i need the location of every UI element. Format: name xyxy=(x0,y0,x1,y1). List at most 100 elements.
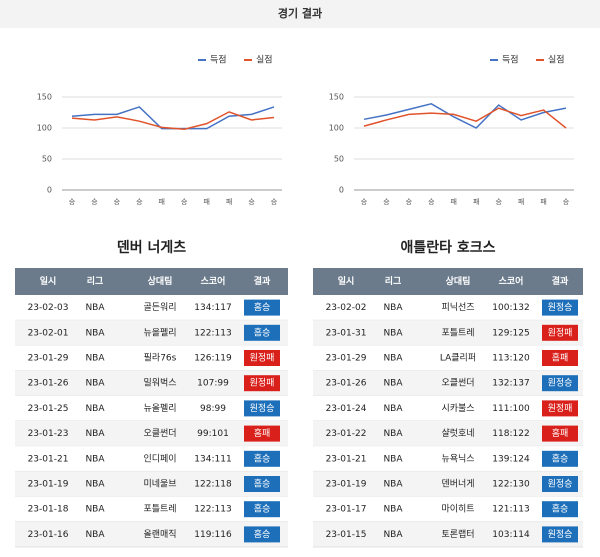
cell-text: 23-01-15 xyxy=(326,530,367,540)
series-line xyxy=(363,103,567,129)
result-text: 홈패 xyxy=(552,352,569,364)
table-row xyxy=(313,471,583,497)
cell-text: 132:137 xyxy=(492,379,529,389)
table-header xyxy=(15,268,288,295)
table-row xyxy=(313,521,583,547)
cell-text: 오클썬더 xyxy=(441,378,474,389)
cell-text: NBA xyxy=(383,530,403,540)
cell-text: 122:130 xyxy=(492,480,530,490)
x-tick-label: 패 xyxy=(226,197,232,206)
cell-text: 뉴올펠리 xyxy=(143,402,176,414)
result-badge xyxy=(244,375,280,392)
column-header: 결과 xyxy=(552,275,569,287)
legend-label: 득점 xyxy=(210,54,227,66)
cell-text: 107:99 xyxy=(197,379,229,389)
column-header: 일시 xyxy=(338,275,355,287)
result-text: 홈승 xyxy=(552,452,569,464)
result-badge xyxy=(244,526,280,543)
cell-text: 인디페이 xyxy=(143,453,176,464)
cell-text: 134:117 xyxy=(194,303,231,313)
y-tick-label: 150 xyxy=(329,93,344,102)
x-tick-label: 패 xyxy=(518,197,524,206)
cell-text: 111:100 xyxy=(492,404,530,414)
cell-text: NBA xyxy=(85,454,105,464)
cell-text: 134:111 xyxy=(194,454,231,464)
result-badge xyxy=(244,400,280,417)
y-tick-label: 0 xyxy=(47,186,52,195)
result-badge xyxy=(542,501,578,518)
x-tick-label: 승 xyxy=(181,198,188,206)
cell-text: 뉴올펠리 xyxy=(143,326,176,338)
y-tick-label: 0 xyxy=(339,186,344,195)
cell-text: NBA xyxy=(383,505,403,515)
legend-label: 실점 xyxy=(256,54,273,66)
y-tick-label: 100 xyxy=(329,124,344,133)
result-text: 원정승 xyxy=(548,479,573,490)
cell-text: 23-01-21 xyxy=(326,454,367,464)
cell-text: 필라76s xyxy=(144,352,177,364)
cell-text: NBA xyxy=(383,454,403,464)
result-text: 원정패 xyxy=(548,327,573,338)
cell-text: 23-01-19 xyxy=(28,480,69,490)
column-header: 일시 xyxy=(40,275,57,287)
cell-text: 122:113 xyxy=(194,505,231,515)
cell-text: 23-01-23 xyxy=(28,429,69,439)
x-tick-label: 패 xyxy=(159,197,165,206)
column-header: 스코어 xyxy=(499,275,524,287)
x-tick-label: 승 xyxy=(428,198,435,206)
cell-text: NBA xyxy=(383,429,403,439)
result-text: 홈패 xyxy=(552,427,569,439)
y-tick-label: 50 xyxy=(334,155,344,164)
cell-text: 23-01-26 xyxy=(28,379,69,389)
x-tick-label: 승 xyxy=(383,198,390,206)
y-tick-label: 150 xyxy=(37,93,52,102)
cell-text: 129:125 xyxy=(492,328,529,338)
table-header xyxy=(313,268,583,295)
team-name: 애틀란타 호크스 xyxy=(400,239,495,256)
header-bar xyxy=(0,0,600,28)
cell-text: 포틀트레 xyxy=(441,327,474,338)
x-tick-label: 승 xyxy=(563,198,570,206)
table-row xyxy=(15,295,288,321)
table-row xyxy=(15,471,288,497)
cell-text: 포틀트레 xyxy=(143,504,176,515)
result-text: 원정패 xyxy=(250,378,275,389)
x-tick-label: 패 xyxy=(203,197,209,206)
column-header: 리그 xyxy=(385,275,402,287)
result-badge xyxy=(542,375,578,392)
cell-text: 골든워리 xyxy=(143,302,176,313)
cell-text: 23-01-19 xyxy=(326,480,367,490)
cell-text: 샬럿호네 xyxy=(441,427,474,439)
result-text: 홈승 xyxy=(254,528,271,540)
table-row xyxy=(313,370,583,396)
cell-text: 뉴욕닉스 xyxy=(441,453,474,464)
table-row xyxy=(15,446,288,472)
cell-text: 122:113 xyxy=(194,328,231,338)
result-text: 홈승 xyxy=(254,301,271,313)
series-line xyxy=(71,111,275,130)
cell-text: 99:101 xyxy=(197,429,229,439)
table-row xyxy=(15,421,288,447)
cell-text: 23-02-02 xyxy=(326,303,367,313)
cell-text: 23-01-26 xyxy=(326,379,367,389)
result-badge xyxy=(542,324,578,341)
cell-text: 23-02-03 xyxy=(28,303,69,313)
cell-text: NBA xyxy=(85,303,105,313)
result-badge xyxy=(244,476,280,492)
result-badge xyxy=(244,299,280,316)
column-header: 결과 xyxy=(254,275,271,287)
table-row xyxy=(313,421,583,447)
table-row xyxy=(15,521,288,547)
cell-text: NBA xyxy=(85,429,105,439)
cell-text: 23-01-16 xyxy=(28,530,69,540)
result-badge xyxy=(244,450,280,467)
result-badge xyxy=(542,425,578,442)
result-badge xyxy=(244,425,280,442)
cell-text: 23-01-31 xyxy=(326,328,367,338)
result-text: 원정승 xyxy=(548,529,573,540)
result-badge xyxy=(542,526,578,543)
cell-text: 126:119 xyxy=(194,354,232,364)
cell-text: 오클썬더 xyxy=(143,428,176,439)
x-tick-label: 패 xyxy=(451,197,457,206)
